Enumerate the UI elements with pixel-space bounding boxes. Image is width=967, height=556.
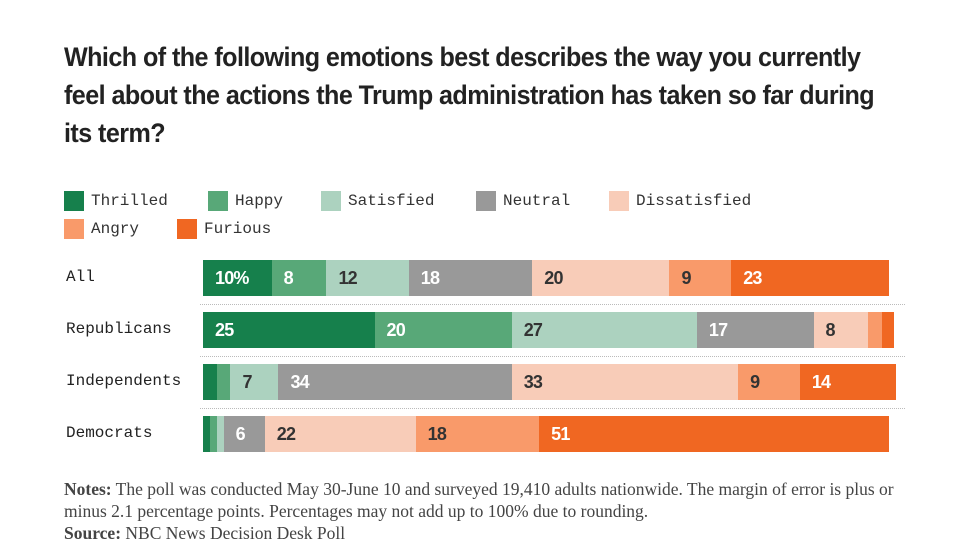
bar-segment-republicans-dissatisfied: 8 xyxy=(813,312,869,348)
bar-segment-republicans-angry xyxy=(868,312,883,348)
bar-segment-republicans-thrilled: 25 xyxy=(203,312,375,348)
bar-segment-independents-neutral: 34 xyxy=(278,364,512,400)
data-label: 10% xyxy=(215,267,249,288)
data-label: 9 xyxy=(681,267,691,288)
bar-segment-republicans-satisfied: 27 xyxy=(511,312,697,348)
data-label: 8 xyxy=(825,319,836,340)
bar-segment-all-angry: 9 xyxy=(669,260,732,296)
data-label: 7 xyxy=(242,371,252,392)
bar-segment-democrats-neutral: 6 xyxy=(223,416,265,452)
data-label: 9 xyxy=(750,371,760,392)
legend-label: Furious xyxy=(204,220,272,238)
notes-text: The poll was conducted May 30-June 10 an… xyxy=(64,479,894,521)
chart-title: Which of the following emotions best des… xyxy=(64,42,875,148)
bar-segment-all-happy: 8 xyxy=(271,260,327,296)
row-label: All xyxy=(66,268,95,286)
bar-segment-republicans-happy: 20 xyxy=(374,312,512,348)
legend-item-angry: Angry xyxy=(64,218,139,240)
legend-swatch xyxy=(64,191,84,211)
data-label: 20 xyxy=(386,319,406,340)
data-label: 6 xyxy=(235,423,246,444)
data-label: 8 xyxy=(283,267,294,288)
row-label: Democrats xyxy=(66,424,153,442)
bar-segment-republicans-furious xyxy=(882,312,895,348)
bar-segment-independents-angry: 9 xyxy=(738,364,800,400)
data-label: 33 xyxy=(523,371,543,392)
data-label: 14 xyxy=(811,371,831,392)
bar-segment-democrats-furious: 51 xyxy=(539,416,889,452)
legend-swatch xyxy=(321,191,341,211)
legend-item-happy: Happy xyxy=(208,190,283,212)
row-label: Independents xyxy=(66,372,182,390)
row-separator xyxy=(200,304,905,305)
legend-swatch xyxy=(609,191,629,211)
bar-segment-republicans-neutral: 17 xyxy=(696,312,814,348)
data-label: 18 xyxy=(420,267,440,288)
legend-item-satisfied: Satisfied xyxy=(321,190,434,212)
bar-segment-democrats-angry: 18 xyxy=(415,416,540,452)
data-label: 17 xyxy=(708,319,728,340)
bar-segment-all-furious: 23 xyxy=(731,260,889,296)
legend-label: Happy xyxy=(235,192,284,210)
legend-label: Neutral xyxy=(503,192,571,210)
bar-segment-independents-happy xyxy=(216,364,231,400)
legend-item-dissatisfied: Dissatisfied xyxy=(609,190,751,212)
data-label: 25 xyxy=(215,319,234,340)
bar-segment-all-neutral: 18 xyxy=(408,260,533,296)
legend-label: Satisfied xyxy=(348,192,435,210)
bar-segment-all-satisfied: 12 xyxy=(326,260,409,296)
source-label: Source: xyxy=(64,523,122,543)
data-label: 51 xyxy=(551,423,570,444)
source-text: NBC News Decision Desk Poll xyxy=(121,523,346,543)
row-separator xyxy=(200,408,905,409)
data-label: 12 xyxy=(338,267,357,288)
data-label: 27 xyxy=(523,319,543,340)
legend-item-furious: Furious xyxy=(177,218,271,240)
bar-segment-all-dissatisfied: 20 xyxy=(532,260,670,296)
data-label: 23 xyxy=(743,267,762,288)
legend-label: Dissatisfied xyxy=(636,192,752,210)
data-label: 18 xyxy=(427,423,447,444)
bar-segment-independents-dissatisfied: 33 xyxy=(511,364,739,400)
data-label: 20 xyxy=(544,267,563,288)
bar-segment-independents-thrilled xyxy=(203,364,217,400)
data-label: 22 xyxy=(276,423,296,444)
legend-swatch xyxy=(208,191,228,211)
legend-swatch xyxy=(64,219,84,239)
bar-segment-all-thrilled: 10% xyxy=(203,260,272,296)
notes: Notes: The poll was conducted May 30-Jun… xyxy=(64,478,914,544)
data-label: 34 xyxy=(290,371,309,392)
legend-label: Thrilled xyxy=(91,192,168,210)
legend-swatch xyxy=(177,219,197,239)
legend-label: Angry xyxy=(91,220,140,238)
legend-item-neutral: Neutral xyxy=(476,190,570,212)
legend-item-thrilled: Thrilled xyxy=(64,190,168,212)
row-separator xyxy=(200,356,905,357)
bar-segment-democrats-dissatisfied: 22 xyxy=(264,416,416,452)
legend-swatch xyxy=(476,191,496,211)
notes-label: Notes: xyxy=(64,479,112,499)
bar-segment-independents-satisfied: 7 xyxy=(230,364,279,400)
row-label: Republicans xyxy=(66,320,172,338)
bar-segment-independents-furious: 14 xyxy=(799,364,896,400)
